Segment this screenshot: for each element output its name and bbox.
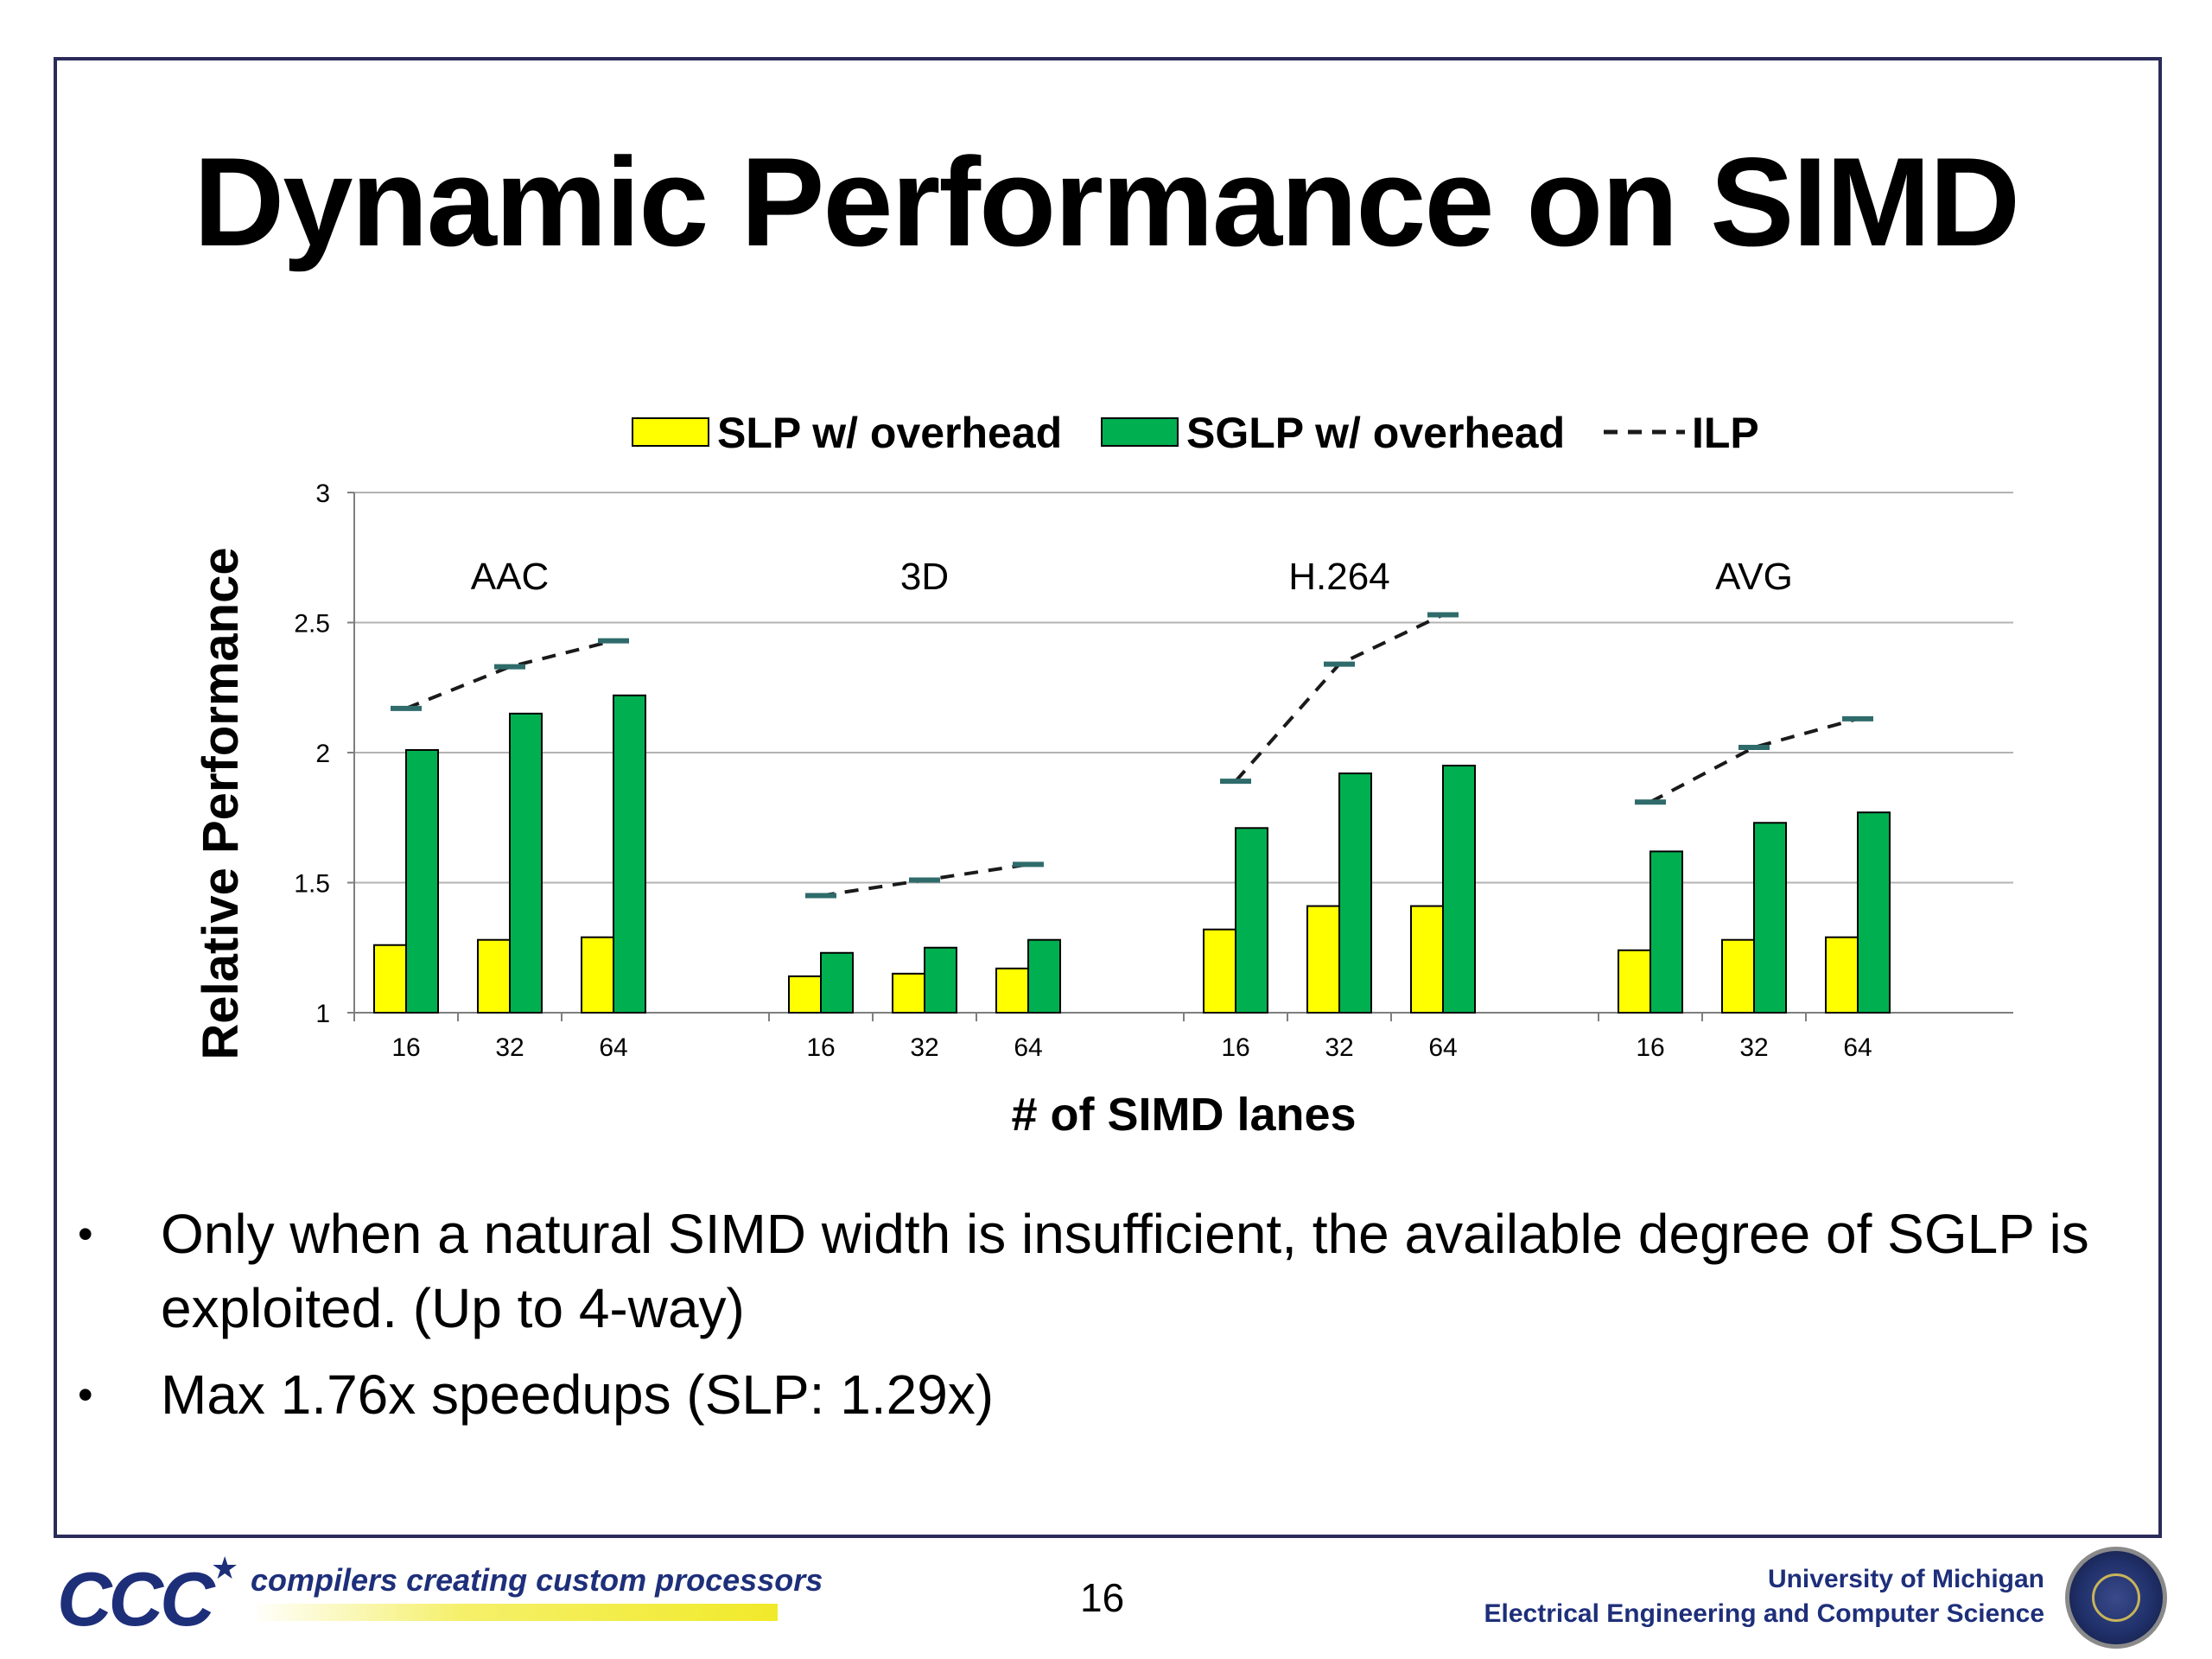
x-tick-label: 16 <box>1636 1033 1664 1062</box>
bar-sglp <box>1649 850 1683 1014</box>
university-name: University of Michigan <box>1767 1565 2044 1593</box>
bar-sglp <box>1753 822 1787 1014</box>
series-line-ilp <box>405 639 614 710</box>
tagline: compilers creating custom processors <box>251 1562 823 1598</box>
group-label: 3D <box>900 556 949 598</box>
x-tick-label: 16 <box>806 1033 835 1062</box>
bar-sglp <box>613 694 646 1014</box>
y-tick-label: 3 <box>315 480 330 508</box>
series-line-ilp <box>1234 613 1444 783</box>
x-axis-title: # of SIMD lanes <box>1011 1089 1356 1141</box>
bullet-item: • Max 1.76x speedups (SLP: 1.29x) <box>69 1357 2126 1432</box>
bar-slp <box>1721 938 1755 1014</box>
footer-affiliation: University of Michigan Electrical Engine… <box>1484 1562 2044 1631</box>
y-tick-label: 1.5 <box>294 870 330 899</box>
bar-slp <box>1410 905 1444 1014</box>
bar-sglp <box>1857 811 1891 1014</box>
series-line-ilp <box>1649 716 1859 804</box>
page-number: 16 <box>1080 1575 1125 1620</box>
bullet-item: • Only when a natural SIMD width is insu… <box>69 1197 2126 1345</box>
slide-frame <box>54 57 2162 1538</box>
bullet-list: • Only when a natural SIMD width is insu… <box>69 1197 2126 1444</box>
x-tick-label: 64 <box>1428 1033 1457 1062</box>
bar-sglp <box>1442 765 1476 1014</box>
university-seal-icon <box>2065 1547 2167 1649</box>
bullet-text: Only when a natural SIMD width is insuff… <box>161 1203 2089 1339</box>
bar-sglp <box>509 712 543 1014</box>
bar-slp <box>581 936 614 1014</box>
bar-slp <box>995 967 1029 1014</box>
y-tick-label: 2.5 <box>294 610 330 639</box>
slide-title: Dynamic Performance on SIMD <box>193 131 2020 272</box>
bar-slp <box>1618 949 1651 1014</box>
group-label: AVG <box>1715 556 1793 598</box>
x-tick-label: 16 <box>1221 1033 1249 1062</box>
legend-label-slp: SLP w/ overhead <box>717 409 1062 457</box>
bar-sglp <box>924 946 957 1014</box>
bar-slp <box>892 972 925 1014</box>
x-tick-label: 64 <box>599 1033 627 1062</box>
performance-chart: 1 1.5 2 2.5 3 16 32 64 AAC 16 32 64 3D 16 32 64 H.264 16 3… <box>193 409 2013 1141</box>
tagline-highlight-bar <box>251 1604 778 1621</box>
x-tick-label: 32 <box>1739 1033 1768 1062</box>
legend-swatch-slp <box>632 417 709 447</box>
seal-inner-ring <box>2092 1573 2140 1622</box>
y-tick-label: 1 <box>315 1000 330 1028</box>
x-tick-label: 32 <box>1325 1033 1353 1062</box>
department-name: Electrical Engineering and Computer Scie… <box>1484 1599 2044 1628</box>
legend-swatch-sglp <box>1101 417 1179 447</box>
bar-sglp <box>1338 772 1372 1014</box>
bar-slp <box>788 975 822 1014</box>
y-tick-label: 2 <box>315 740 330 768</box>
bar-sglp <box>405 748 439 1014</box>
x-tick-label: 16 <box>391 1033 420 1062</box>
bar-sglp <box>820 951 854 1014</box>
bar-slp <box>1203 928 1236 1014</box>
bar-sglp <box>1235 827 1268 1014</box>
logo-text: CCC <box>57 1556 215 1642</box>
bullet-text: Max 1.76x speedups (SLP: 1.29x) <box>161 1363 995 1426</box>
bar-slp <box>1306 905 1340 1014</box>
bar-slp <box>477 938 511 1014</box>
x-tick-label: 32 <box>910 1033 938 1062</box>
group-label: AAC <box>471 556 549 598</box>
x-tick-label: 64 <box>1843 1033 1872 1062</box>
x-tick-label: 64 <box>1014 1033 1042 1062</box>
bar-slp <box>1825 936 1859 1014</box>
bar-sglp <box>1027 938 1061 1014</box>
ccc-logo: CCC ★ <box>57 1550 238 1643</box>
star-icon: ★ <box>211 1550 238 1586</box>
group-label: H.264 <box>1288 556 1389 598</box>
y-axis-title: Relative Performance <box>193 547 249 1059</box>
bullet-dot-icon: • <box>78 1370 93 1419</box>
x-tick-label: 32 <box>495 1033 524 1062</box>
legend-label-sglp: SGLP w/ overhead <box>1186 409 1565 457</box>
bullet-dot-icon: • <box>78 1210 93 1258</box>
legend-label-ilp: ILP <box>1692 409 1759 457</box>
bar-slp <box>373 944 407 1014</box>
